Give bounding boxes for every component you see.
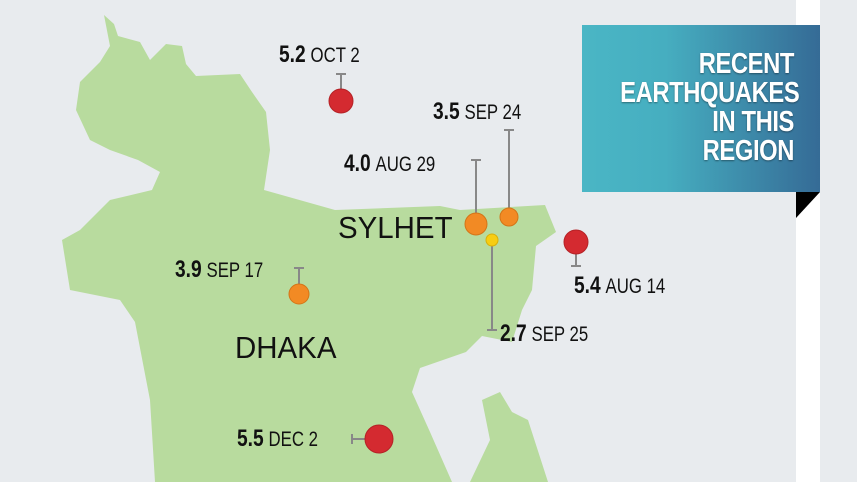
quake-label: 3.5 SEP 24 bbox=[433, 98, 521, 126]
quake-marker-5.5[interactable] bbox=[364, 424, 394, 454]
quake-marker-4.0[interactable] bbox=[464, 212, 488, 236]
quake-marker-2.7[interactable] bbox=[485, 233, 499, 247]
date: SEP 17 bbox=[206, 259, 264, 282]
magnitude: 4.0 bbox=[344, 150, 371, 177]
quake-label: 5.2 OCT 2 bbox=[279, 41, 360, 69]
magnitude: 5.4 bbox=[574, 272, 601, 299]
title-line: REGION bbox=[702, 135, 795, 167]
date: AUG 14 bbox=[605, 275, 666, 298]
date: OCT 2 bbox=[310, 44, 360, 67]
quake-marker-3.9[interactable] bbox=[288, 283, 310, 305]
quake-label: 5.4 AUG 14 bbox=[574, 272, 665, 300]
ribbon-fold bbox=[796, 192, 820, 218]
date: AUG 29 bbox=[375, 153, 436, 176]
quake-label: 2.7 SEP 25 bbox=[500, 320, 588, 348]
quake-label: 4.0 AUG 29 bbox=[344, 150, 435, 178]
map-title: RECENT EARTHQUAKES IN THIS REGION bbox=[582, 25, 820, 192]
date: DEC 2 bbox=[268, 428, 318, 451]
quake-label: 3.9 SEP 17 bbox=[175, 256, 263, 284]
magnitude: 3.9 bbox=[175, 256, 202, 283]
date: SEP 24 bbox=[464, 101, 522, 124]
land-region bbox=[62, 15, 556, 482]
city-label-sylhet: SYLHET bbox=[338, 210, 453, 245]
magnitude: 5.2 bbox=[279, 41, 306, 68]
magnitude: 2.7 bbox=[500, 320, 527, 347]
quake-marker-5.4[interactable] bbox=[563, 229, 589, 255]
title-line: IN THIS bbox=[712, 106, 794, 138]
quake-marker-3.5[interactable] bbox=[499, 207, 519, 227]
title-line: EARTHQUAKES bbox=[620, 77, 800, 109]
title-line: RECENT bbox=[698, 48, 795, 80]
quake-label: 5.5 DEC 2 bbox=[237, 425, 318, 453]
magnitude: 3.5 bbox=[433, 98, 460, 125]
leader-lines bbox=[294, 73, 581, 444]
quake-marker-5.2[interactable] bbox=[328, 88, 354, 114]
city-label-dhaka: DHAKA bbox=[235, 330, 337, 365]
magnitude: 5.5 bbox=[237, 425, 264, 452]
date: SEP 25 bbox=[531, 323, 589, 346]
land-region-east bbox=[470, 392, 548, 482]
